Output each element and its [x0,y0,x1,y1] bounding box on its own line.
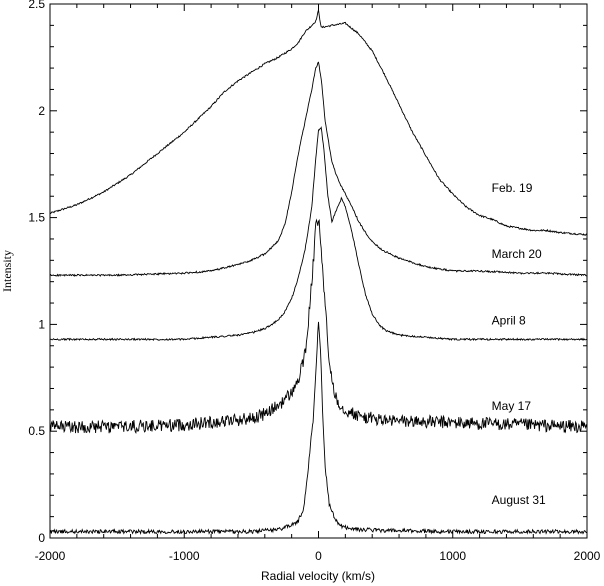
x-tick-label: -2000 [35,549,66,563]
y-tick-label: 0 [38,531,45,545]
y-tick-label: 0.5 [28,424,45,438]
series-label: May 17 [492,399,532,413]
y-tick-label: 2.5 [28,0,45,11]
series-label: April 8 [492,313,526,327]
series-label: March 20 [492,247,542,261]
x-tick-label: -1000 [169,549,200,563]
y-axis-label: Intensity [0,250,14,292]
series-line [49,9,588,236]
series-line [49,321,588,535]
axis-ticks: -2000 -1000 0 1000 2000 0 0.5 1 1.5 2 2.5 [28,0,600,563]
x-axis-label: Radial velocity (km/s) [261,569,375,583]
x-tick-label: 2000 [574,549,601,563]
series-line [49,61,588,278]
series-line [49,218,588,434]
x-tick-label: 1000 [439,549,466,563]
series-label: Feb. 19 [492,181,533,195]
x-tick-label: 0 [315,549,322,563]
y-tick-label: 2 [38,104,45,118]
y-tick-label: 1 [38,317,45,331]
series-label: August 31 [492,493,546,507]
series-line [49,126,588,342]
series-group: Feb. 19 March 20 April 8 May 17 August 31 [49,9,588,535]
y-tick-label: 1.5 [28,211,45,225]
plot-frame [49,3,588,539]
